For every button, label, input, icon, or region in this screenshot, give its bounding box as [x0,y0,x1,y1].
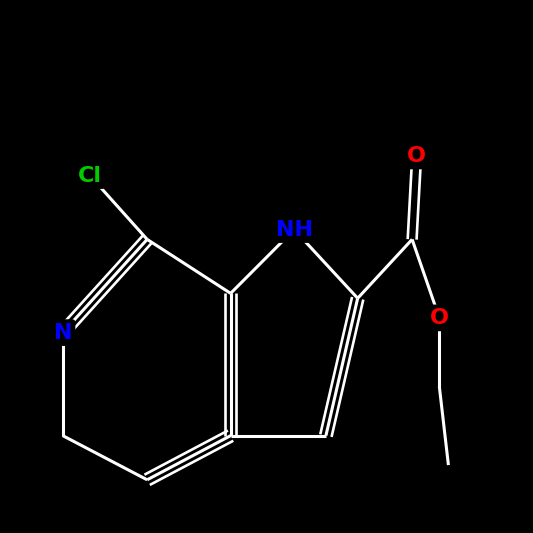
Text: NH: NH [276,220,313,239]
Text: O: O [430,308,449,328]
Text: Cl: Cl [78,166,102,185]
Text: O: O [407,146,426,166]
Text: N: N [53,322,72,343]
